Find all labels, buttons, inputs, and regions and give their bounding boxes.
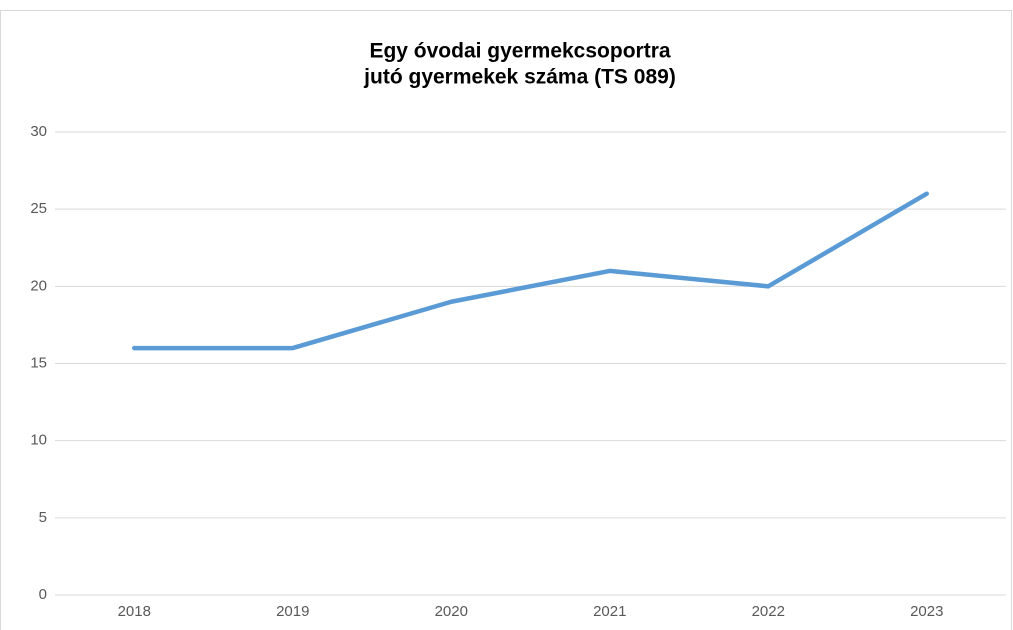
x-tick-label: 2022	[752, 603, 785, 620]
y-tick-label: 25	[30, 200, 47, 217]
x-tick-label: 2021	[593, 603, 626, 620]
chart-title: Egy óvodai gyermekcsoportra	[369, 40, 670, 63]
y-tick-label: 20	[30, 277, 47, 294]
x-tick-label: 2019	[276, 603, 309, 620]
y-tick-label: 30	[30, 123, 47, 140]
x-tick-label: 2023	[910, 603, 943, 620]
y-tick-label: 0	[39, 586, 47, 603]
y-tick-label: 15	[30, 354, 47, 371]
y-tick-label: 10	[30, 432, 47, 449]
chart-frame	[0, 10, 1012, 630]
chart-title: jutó gyermekek száma (TS 089)	[363, 66, 676, 89]
y-tick-label: 5	[39, 509, 47, 526]
x-tick-label: 2018	[118, 603, 151, 620]
data-line	[132, 191, 929, 351]
x-tick-label: 2020	[435, 603, 468, 620]
